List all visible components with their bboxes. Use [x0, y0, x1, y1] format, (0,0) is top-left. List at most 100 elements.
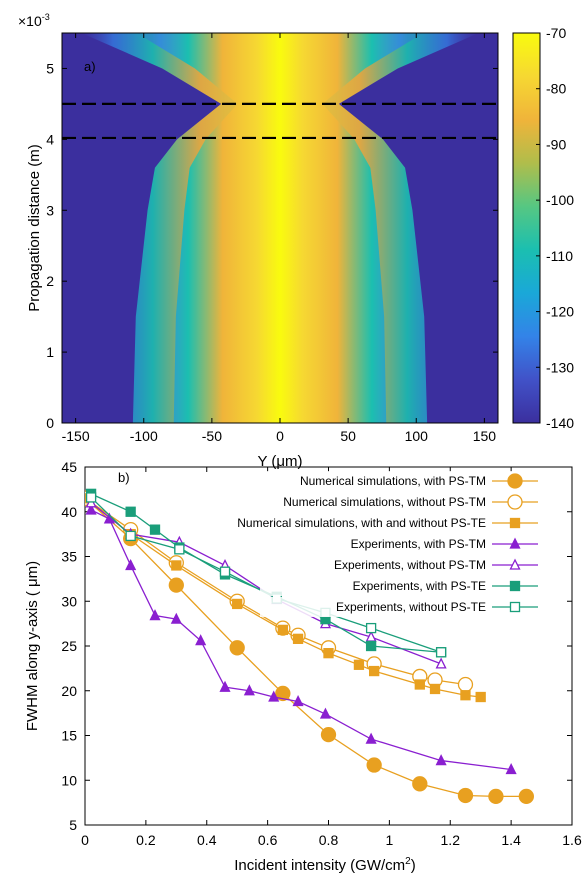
data-point-triangle: [268, 690, 280, 702]
panel-a-label: a): [84, 59, 96, 74]
data-point-triangle: [509, 558, 521, 570]
data-point-circle: [320, 726, 337, 743]
legend-entry: Experiments, without PS-TE: [260, 597, 550, 617]
data-point-square: [429, 683, 441, 695]
data-point-square: [414, 679, 425, 690]
legend-entry-background: [260, 471, 550, 491]
y-tick-label: 20: [61, 683, 77, 699]
legend-entry-background: [260, 576, 550, 596]
x-tick-label: 0: [276, 428, 284, 444]
heatmap-x-axis-label: Y (μm): [257, 453, 302, 470]
x-tick-label: 100: [405, 428, 429, 444]
data-point-circle: [457, 787, 474, 804]
x-tick-label: 1.4: [501, 832, 521, 848]
data-point-square: [292, 633, 304, 644]
y-tick-label: 10: [61, 772, 77, 788]
legend-label: Numerical simulations, with and without …: [237, 516, 486, 530]
data-point-square: [125, 530, 136, 542]
data-point-triangle: [149, 609, 161, 621]
data-point-square: [353, 659, 365, 670]
heatmap-beam-core: [136, 33, 424, 423]
data-point-circle: [168, 577, 184, 593]
data-point-square: [509, 601, 521, 613]
y-tick-label: 5: [69, 817, 77, 833]
data-point-triangle: [292, 695, 304, 707]
series-line: [90, 496, 442, 653]
y-tick-label: 15: [61, 728, 77, 744]
data-point-triangle: [435, 754, 447, 766]
y-tick-label: 2: [46, 273, 54, 289]
y-tick-label: 45: [61, 459, 77, 475]
series-line: [90, 502, 442, 665]
legend-entry: Experiments, with PS-TE: [260, 576, 550, 596]
data-point-square: [475, 691, 486, 703]
y-tick-label: 25: [61, 638, 77, 654]
data-point-square: [365, 622, 377, 634]
legend-entry: Numerical simulations, without PS-TM: [260, 492, 550, 512]
line-x-axis-label: Incident intensity (GW/cm2): [234, 856, 415, 874]
x-tick-label: -100: [130, 428, 158, 444]
y-tick-label: 0: [46, 415, 54, 431]
data-point-triangle: [195, 634, 207, 646]
x-tick-label: 50: [340, 428, 356, 444]
data-point-square: [509, 580, 521, 592]
data-point-square: [219, 566, 231, 577]
legend-label: Numerical simulations, without PS-TM: [283, 495, 486, 509]
x-tick-label: 0.8: [319, 832, 339, 848]
legend-label: Numerical simulations, with PS-TM: [300, 474, 486, 488]
data-point-circle: [412, 776, 428, 792]
panel-b-label: b): [118, 470, 130, 485]
series-4: [85, 503, 517, 775]
colorbar-tick-label: -110: [546, 248, 573, 264]
data-point-square: [149, 524, 161, 535]
data-point-triangle: [365, 732, 377, 744]
data-point-square: [509, 517, 521, 529]
x-tick-label: 0.6: [258, 832, 278, 848]
legend-label: Experiments, with PS-TE: [353, 579, 486, 593]
legend-label: Experiments, without PS-TM: [334, 558, 486, 572]
legend-entry: Experiments, without PS-TM: [260, 555, 550, 575]
data-point-triangle: [435, 657, 447, 669]
x-tick-label: 1: [385, 832, 393, 848]
x-tick-label: 0.4: [197, 832, 217, 848]
series-line: [90, 509, 512, 771]
x-tick-label: 1.6: [562, 832, 582, 848]
data-point-triangle: [505, 763, 517, 775]
x-tick-label: -150: [62, 428, 90, 444]
line-panel: 0 0.2 0.4 0.6 0.8 1 1.2 1.4 1.6 5 10 15 20 25 30 35 40 45…: [24, 459, 582, 874]
legend-entry-background: [260, 597, 550, 617]
data-point-triangle: [219, 680, 231, 692]
heatmap-panel: -150 -100 -50 0 50 100 150 0 1 2 3 4 5 a) ×10-3 Y (μ…: [18, 12, 574, 470]
x-tick-label: 0: [81, 832, 89, 848]
data-point-square: [171, 560, 182, 571]
y-tick-label: 5: [46, 60, 54, 76]
y-tick-label: 30: [61, 593, 77, 609]
y-multiplier-label: ×10-3: [18, 12, 50, 29]
y-tick-label: 3: [46, 202, 54, 218]
legend-label: Experiments, with PS-TM: [351, 537, 486, 551]
data-point-circle: [457, 676, 474, 693]
data-point-triangle: [243, 684, 255, 696]
data-point-square: [369, 665, 380, 677]
colorbar-tick-label: -90: [546, 136, 566, 152]
data-point-square: [125, 506, 136, 517]
legend-entry-background: [260, 492, 550, 512]
data-point-triangle: [85, 503, 97, 515]
data-point-triangle: [170, 612, 182, 624]
data-point-circle: [507, 473, 523, 489]
colorbar-tick-label: -70: [546, 25, 566, 41]
data-point-square: [277, 624, 288, 636]
legend-entry-background: [260, 555, 550, 575]
y-tick-label: 1: [46, 344, 54, 360]
data-point-triangle: [125, 558, 137, 571]
data-point-triangle: [319, 707, 332, 719]
colorbar-tick-label: -130: [546, 359, 574, 375]
legend-entry: Numerical simulations, with and without …: [237, 513, 550, 533]
y-tick-label: 35: [61, 549, 77, 565]
legend-entry-background: [260, 534, 550, 554]
x-tick-label: 0.2: [136, 832, 156, 848]
data-point-circle: [488, 788, 504, 805]
colorbar-tick-label: -140: [546, 415, 574, 431]
data-point-square: [365, 640, 377, 652]
